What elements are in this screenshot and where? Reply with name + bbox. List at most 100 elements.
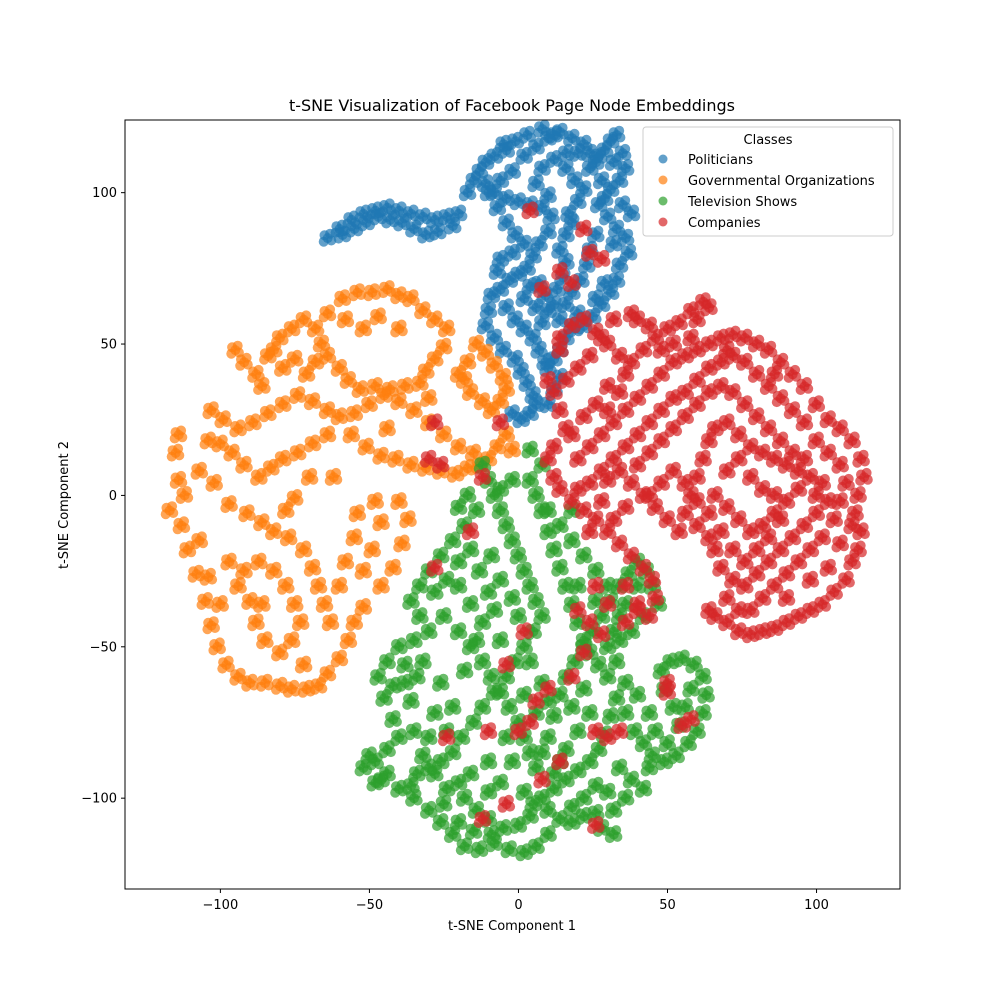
y-tick-label: 0 [109,489,117,504]
data-point [438,455,449,466]
data-point [524,374,535,384]
data-point [614,125,625,136]
data-point [304,364,315,375]
data-point [605,207,616,218]
data-point [390,327,401,338]
legend-marker [658,217,668,227]
data-point [575,651,585,662]
data-point [736,601,747,612]
data-point [736,360,746,371]
data-point [253,603,264,613]
data-point [724,340,735,351]
data-point [256,552,267,563]
data-point [492,328,502,339]
data-point [545,548,556,559]
data-point [784,589,795,599]
data-point [646,336,657,347]
data-point [172,524,183,535]
data-point [343,310,353,321]
data-point [259,412,270,423]
data-point [241,681,252,692]
data-point [539,457,550,468]
data-point [217,434,228,445]
data-point [640,494,651,504]
data-point [772,486,783,496]
x-axis: −100 −50 0 50 100 [203,889,829,913]
data-point [437,578,448,589]
data-point [688,730,699,741]
data-point [464,830,475,841]
data-point [393,542,404,553]
data-point [294,318,305,329]
data-point [498,631,508,642]
data-point [557,752,568,763]
data-point [640,324,651,335]
data-point [640,766,651,777]
data-point [328,613,339,624]
data-point [345,412,356,423]
data-point [581,481,591,492]
data-point [503,448,514,459]
data-point [449,445,460,456]
data-point [527,182,538,193]
data-point [813,486,824,496]
data-point [622,554,633,565]
data-point [736,560,746,571]
data-point [688,679,699,690]
data-point [244,504,255,515]
data-point [202,592,213,602]
data-point [783,451,794,462]
data-point [647,486,657,496]
data-point [501,819,511,829]
data-point [831,427,842,438]
data-point [527,652,538,663]
data-point [694,492,705,503]
data-point [354,504,365,515]
data-point [819,473,830,484]
data-point [432,349,443,360]
data-point [724,498,735,509]
data-point [271,522,282,533]
data-point [634,348,645,359]
data-point [596,195,607,206]
data-point [301,655,312,666]
data-point [539,280,550,291]
data-point [480,613,491,624]
data-point [333,233,344,244]
data-point [417,374,428,384]
data-point [587,824,597,834]
data-point [486,782,497,793]
data-point [288,394,299,405]
data-point [587,600,597,610]
data-point [176,470,187,481]
data-point [569,769,580,780]
data-point [622,778,633,789]
data-point [742,530,752,541]
data-point [581,251,591,262]
data-point [515,722,526,733]
data-point [247,673,258,684]
data-point [688,403,699,414]
data-point [360,561,371,572]
data-point [527,470,538,481]
data-point [593,225,604,236]
data-point [569,200,580,211]
data-point [426,318,436,329]
data-point [831,463,842,474]
data-point [742,475,752,486]
data-point [802,449,812,460]
data-point [441,607,452,618]
data-point [724,391,735,402]
data-point [658,690,669,701]
data-point [435,222,446,233]
data-point [688,379,699,389]
data-point [825,443,836,454]
data-point [783,372,794,383]
data-point [801,578,812,589]
data-point [306,327,317,338]
data-point [426,622,437,633]
y-tick-label: −100 [81,792,117,807]
data-point [670,530,681,541]
data-point [485,363,496,374]
data-point [563,805,574,816]
